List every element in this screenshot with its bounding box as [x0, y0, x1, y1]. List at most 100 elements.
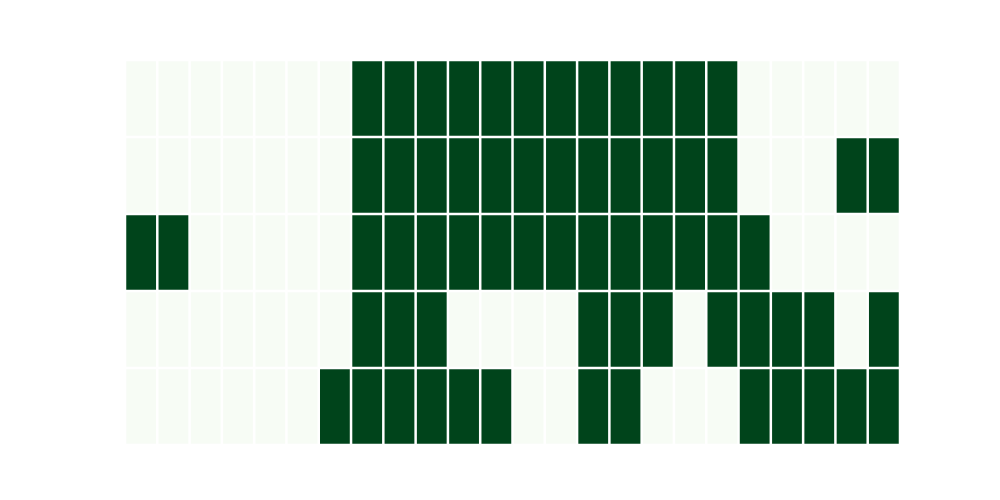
- heatmap-cell-r2-c12: [513, 215, 544, 290]
- heatmap-cell-r2-c4: [255, 215, 286, 290]
- heatmap-cell-r1-c4: [255, 138, 286, 213]
- heatmap-cell-r3-c12: [513, 292, 544, 367]
- heatmap-cell-r0-c12: [513, 61, 544, 136]
- heatmap-cell-r0-c23: [868, 61, 899, 136]
- heatmap-cell-r4-c13: [546, 369, 576, 444]
- heatmap-cell-r2-c10: [449, 215, 479, 290]
- heatmap-cell-r0-c16: [642, 61, 673, 136]
- heatmap-cell-r2-c20: [772, 215, 802, 290]
- heatmap-cell-r3-c19: [739, 292, 770, 367]
- heatmap-cell-r4-c2: [190, 369, 221, 444]
- heatmap-cell-r2-c8: [384, 215, 415, 290]
- heatmap-cell-r1-c8: [384, 138, 415, 213]
- heatmap-cell-r1-c9: [416, 138, 447, 213]
- heatmap-cell-r2-c18: [707, 215, 738, 290]
- heatmap-cell-r3-c0: [126, 292, 157, 367]
- heatmap-cell-r3-c16: [642, 292, 673, 367]
- heatmap-cell-r1-c15: [610, 138, 641, 213]
- heatmap-cell-r1-c5: [287, 138, 318, 213]
- heatmap-cell-r2-c1: [158, 215, 189, 290]
- heatmap-cell-r3-c7: [352, 292, 383, 367]
- heatmap-cell-r1-c19: [739, 138, 770, 213]
- heatmap-cell-r4-c3: [223, 369, 253, 444]
- heatmap-cell-r1-c17: [675, 138, 705, 213]
- heatmap-cell-r0-c14: [578, 61, 609, 136]
- heatmap-cell-r3-c15: [610, 292, 641, 367]
- heatmap-cell-r4-c17: [675, 369, 705, 444]
- heatmap-cell-r3-c6: [320, 292, 350, 367]
- heatmap-cell-r3-c2: [190, 292, 221, 367]
- heatmap-cell-r4-c14: [578, 369, 609, 444]
- heatmap-cell-r2-c5: [287, 215, 318, 290]
- heatmap-cell-r0-c5: [287, 61, 318, 136]
- heatmap-cell-r0-c8: [384, 61, 415, 136]
- heatmap-cell-r0-c11: [481, 61, 512, 136]
- heatmap-cell-r3-c1: [158, 292, 189, 367]
- heatmap-cell-r4-c1: [158, 369, 189, 444]
- heatmap-cell-r4-c11: [481, 369, 512, 444]
- heatmap-cell-r1-c18: [707, 138, 738, 213]
- heatmap-cells: [126, 61, 899, 444]
- heatmap-cell-r1-c22: [836, 138, 867, 213]
- heatmap-cell-r2-c16: [642, 215, 673, 290]
- heatmap-cell-r3-c18: [707, 292, 738, 367]
- heatmap-cell-r0-c17: [675, 61, 705, 136]
- heatmap-cell-r2-c22: [836, 215, 867, 290]
- heatmap-cell-r0-c7: [352, 61, 383, 136]
- heatmap-cell-r2-c6: [320, 215, 350, 290]
- heatmap-cell-r3-c3: [223, 292, 253, 367]
- heatmap-cell-r3-c21: [804, 292, 835, 367]
- heatmap-cell-r4-c22: [836, 369, 867, 444]
- heatmap-cell-r0-c22: [836, 61, 867, 136]
- heatmap-cell-r1-c14: [578, 138, 609, 213]
- heatmap-cell-r2-c9: [416, 215, 447, 290]
- heatmap-cell-r3-c11: [481, 292, 512, 367]
- heatmap-cell-r4-c23: [868, 369, 899, 444]
- heatmap-cell-r3-c17: [675, 292, 705, 367]
- heatmap-cell-r0-c3: [223, 61, 253, 136]
- heatmap-cell-r2-c17: [675, 215, 705, 290]
- heatmap-cell-r3-c13: [546, 292, 576, 367]
- heatmap-cell-r0-c9: [416, 61, 447, 136]
- heatmap-cell-r0-c4: [255, 61, 286, 136]
- heatmap-cell-r3-c20: [772, 292, 802, 367]
- heatmap-cell-r2-c21: [804, 215, 835, 290]
- heatmap-cell-r1-c21: [804, 138, 835, 213]
- heatmap-cell-r1-c6: [320, 138, 350, 213]
- heatmap-cell-r3-c22: [836, 292, 867, 367]
- heatmap-cell-r0-c21: [804, 61, 835, 136]
- heatmap-cell-r0-c20: [772, 61, 802, 136]
- heatmap-cell-r2-c19: [739, 215, 770, 290]
- heatmap-cell-r1-c2: [190, 138, 221, 213]
- heatmap-cell-r1-c13: [546, 138, 576, 213]
- heatmap-cell-r2-c15: [610, 215, 641, 290]
- heatmap-cell-r4-c18: [707, 369, 738, 444]
- heatmap-cell-r2-c14: [578, 215, 609, 290]
- heatmap-cell-r3-c23: [868, 292, 899, 367]
- heatmap-cell-r2-c3: [223, 215, 253, 290]
- heatmap-cell-r1-c3: [223, 138, 253, 213]
- heatmap-cell-r0-c1: [158, 61, 189, 136]
- heatmap-cell-r0-c2: [190, 61, 221, 136]
- heatmap-cell-r0-c0: [126, 61, 157, 136]
- heatmap-cell-r4-c6: [320, 369, 350, 444]
- heatmap-cell-r3-c4: [255, 292, 286, 367]
- heatmap-cell-r4-c19: [739, 369, 770, 444]
- heatmap-cell-r1-c23: [868, 138, 899, 213]
- heatmap-cell-r4-c0: [126, 369, 157, 444]
- heatmap-cell-r2-c7: [352, 215, 383, 290]
- heatmap-cell-r0-c19: [739, 61, 770, 136]
- heatmap-cell-r4-c9: [416, 369, 447, 444]
- heatmap-cell-r2-c0: [126, 215, 157, 290]
- heatmap-cell-r4-c7: [352, 369, 383, 444]
- heatmap-cell-r1-c7: [352, 138, 383, 213]
- heatmap-cell-r4-c10: [449, 369, 479, 444]
- heatmap-cell-r1-c1: [158, 138, 189, 213]
- heatmap-cell-r1-c0: [126, 138, 157, 213]
- heatmap-cell-r2-c13: [546, 215, 576, 290]
- heatmap-cell-r4-c15: [610, 369, 641, 444]
- heatmap-cell-r0-c10: [449, 61, 479, 136]
- heatmap-cell-r1-c20: [772, 138, 802, 213]
- heatmap-cell-r2-c11: [481, 215, 512, 290]
